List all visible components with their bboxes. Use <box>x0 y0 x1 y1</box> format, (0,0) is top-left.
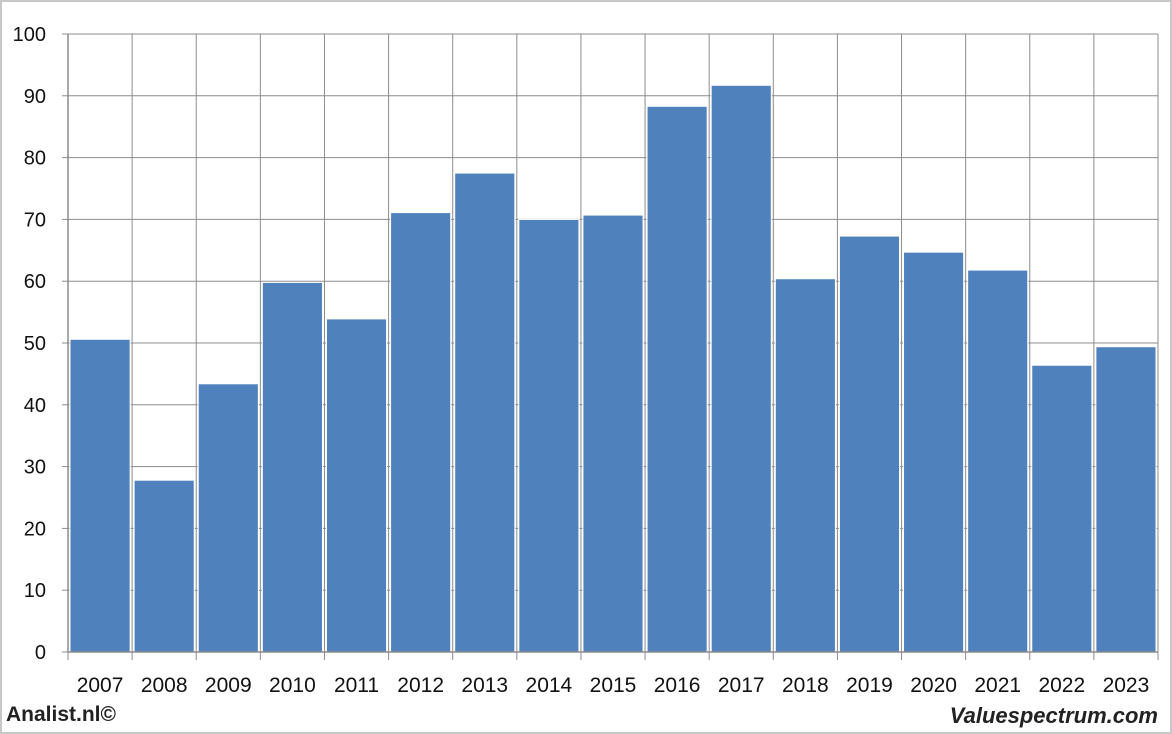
x-tick-label: 2012 <box>397 674 444 697</box>
x-tick-label: 2016 <box>654 674 701 697</box>
bar-2010 <box>261 281 323 653</box>
y-tick-label: 90 <box>24 86 46 108</box>
x-tick-label: 2009 <box>205 674 252 697</box>
y-tick-label: 100 <box>13 24 46 46</box>
bar-2013 <box>454 172 516 653</box>
bar-2018 <box>774 278 836 653</box>
bar-2012 <box>390 212 452 653</box>
bar-2016 <box>646 105 708 653</box>
bar-2021 <box>967 269 1029 653</box>
bar-2009 <box>197 383 259 653</box>
y-tick-label: 80 <box>24 148 46 170</box>
bar-2020 <box>903 251 965 653</box>
tick-labels: 0 10 20 30 40 50 60 70 80 90 100 2007 2008 2009 2010 20… <box>13 24 1150 697</box>
x-tick-label: 2007 <box>77 674 124 697</box>
x-tick-label: 2020 <box>910 674 957 697</box>
bar-2019 <box>838 235 901 653</box>
y-tick-label: 50 <box>24 333 46 355</box>
bars <box>69 84 1157 653</box>
x-tick-label: 2017 <box>718 674 765 697</box>
x-tick-label: 2014 <box>526 674 573 697</box>
y-tick-label: 10 <box>24 580 46 602</box>
x-tick-label: 2010 <box>269 674 316 697</box>
site-credit: Valuespectrum.com <box>949 703 1158 728</box>
x-tick-label: 2015 <box>590 674 637 697</box>
y-tick-label: 0 <box>35 642 46 664</box>
x-tick-label: 2008 <box>141 674 188 697</box>
x-tick-label: 2023 <box>1103 674 1150 697</box>
x-tick-label: 2019 <box>846 674 893 697</box>
source-credit: Analist.nl© <box>6 703 116 726</box>
y-tick-label: 70 <box>24 209 46 231</box>
x-tick-label: 2013 <box>461 674 508 697</box>
bar-2011 <box>325 318 388 653</box>
bar-2017 <box>710 84 772 653</box>
bar-2015 <box>582 214 644 653</box>
bar-2022 <box>1031 364 1093 653</box>
axes <box>62 33 1159 660</box>
bar-2008 <box>133 479 195 653</box>
bar-2014 <box>518 218 580 653</box>
y-tick-label: 20 <box>24 518 46 540</box>
x-tick-label: 2018 <box>782 674 829 697</box>
x-tick-label: 2022 <box>1038 674 1085 697</box>
y-tick-label: 60 <box>24 271 46 293</box>
y-tick-label: 40 <box>24 395 46 417</box>
y-tick-label: 30 <box>24 457 46 479</box>
bar-2007 <box>69 338 131 653</box>
bar-2023 <box>1095 346 1157 653</box>
x-tick-label: 2021 <box>974 674 1021 697</box>
x-tick-label: 2011 <box>334 674 379 697</box>
